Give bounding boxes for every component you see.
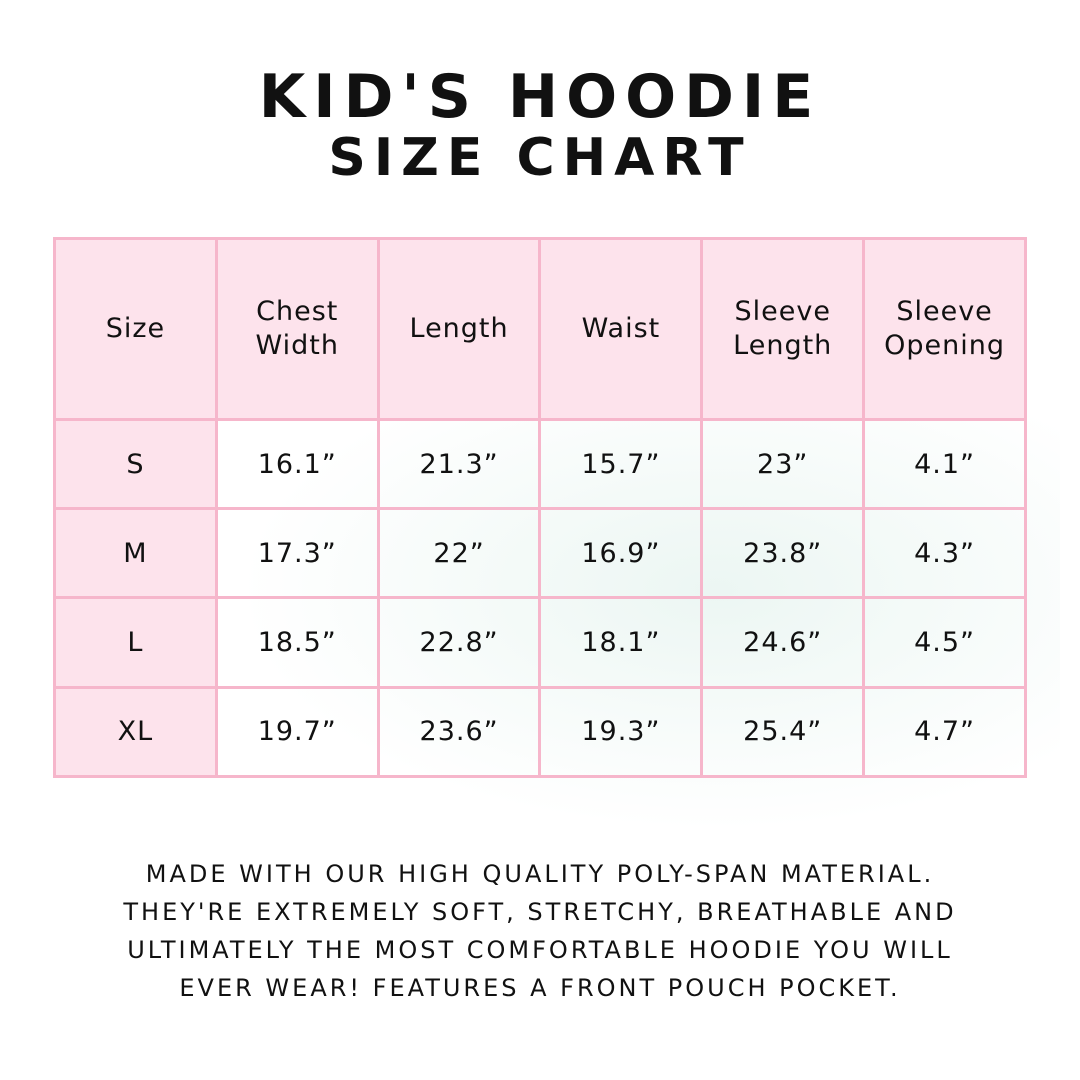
- header-length: Length: [376, 237, 542, 421]
- cell: 15.7”: [538, 417, 704, 511]
- cell-size: S: [53, 417, 218, 511]
- cell-size: XL: [53, 685, 218, 779]
- cell: 25.4”: [700, 685, 866, 779]
- table-row: XL 19.7” 23.6” 19.3” 25.4” 4.7”: [53, 685, 1027, 779]
- cell: 4.1”: [862, 417, 1027, 511]
- table-row: L 18.5” 22.8” 18.1” 24.6” 4.5”: [53, 596, 1027, 689]
- cell: 4.7”: [862, 685, 1027, 779]
- description-line: ultimately the most comfortable hoodie y…: [127, 936, 953, 964]
- cell: 23.6”: [376, 685, 542, 779]
- header-row: Size Chest Width Length Waist Sleeve Len…: [53, 237, 1027, 421]
- table-row: M 17.3” 22” 16.9” 23.8” 4.3”: [53, 507, 1027, 600]
- header-size: Size: [53, 237, 218, 421]
- description-line: ever wear! Features a front pouch pocket…: [179, 974, 901, 1002]
- cell: 19.3”: [538, 685, 704, 779]
- cell: 23.8”: [700, 507, 866, 600]
- header-chest-width: Chest Width: [214, 237, 380, 421]
- title-line-2: Size Chart: [328, 128, 752, 188]
- cell: 23”: [700, 417, 866, 511]
- header-waist: Waist: [538, 237, 704, 421]
- description: Made with our high quality poly-span mat…: [40, 855, 1040, 1007]
- cell: 21.3”: [376, 417, 542, 511]
- description-line: Made with our high quality poly-span mat…: [145, 860, 935, 888]
- cell: 19.7”: [214, 685, 380, 779]
- cell-size: L: [53, 596, 218, 689]
- size-table: Size Chest Width Length Waist Sleeve Len…: [53, 237, 1027, 779]
- header-sleeve-opening: Sleeve Opening: [862, 237, 1027, 421]
- cell: 22”: [376, 507, 542, 600]
- cell: 4.5”: [862, 596, 1027, 689]
- cell: 18.1”: [538, 596, 704, 689]
- table-row: S 16.1” 21.3” 15.7” 23” 4.1”: [53, 417, 1027, 511]
- cell: 16.1”: [214, 417, 380, 511]
- cell: 16.9”: [538, 507, 704, 600]
- title-line-1: Kid's Hoodie: [258, 62, 822, 132]
- cell: 24.6”: [700, 596, 866, 689]
- header-sleeve-length: Sleeve Length: [700, 237, 866, 421]
- cell: 18.5”: [214, 596, 380, 689]
- description-line: They're extremely soft, stretchy, breath…: [123, 898, 957, 926]
- cell: 17.3”: [214, 507, 380, 600]
- cell-size: M: [53, 507, 218, 600]
- cell: 4.3”: [862, 507, 1027, 600]
- cell: 22.8”: [376, 596, 542, 689]
